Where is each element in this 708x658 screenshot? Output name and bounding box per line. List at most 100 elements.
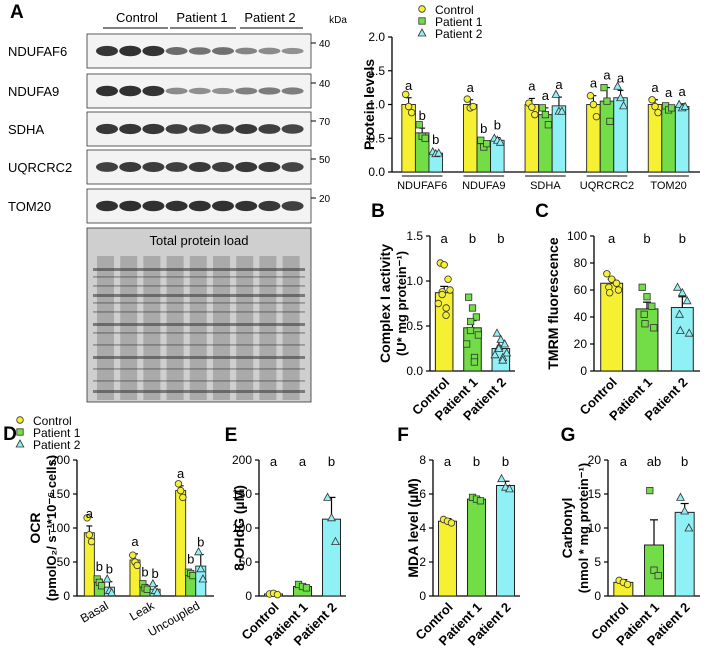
blot-band bbox=[96, 162, 118, 172]
data-point bbox=[198, 574, 208, 583]
blot-band bbox=[119, 85, 142, 97]
gel-lane bbox=[120, 256, 138, 400]
blot-band bbox=[96, 200, 118, 212]
blot-band bbox=[235, 47, 258, 55]
blot-band bbox=[188, 161, 211, 173]
panel-b-y-label-2: (U* mg protein⁻¹) bbox=[394, 251, 409, 356]
blot-band bbox=[212, 200, 234, 212]
blot-band bbox=[235, 200, 258, 212]
data-point bbox=[606, 117, 614, 125]
y-tick-label: 0 bbox=[594, 589, 601, 603]
data-point bbox=[474, 331, 482, 339]
data-point bbox=[470, 358, 478, 366]
data-point bbox=[667, 104, 676, 112]
data-point bbox=[677, 287, 687, 297]
data-point bbox=[273, 590, 282, 599]
data-point bbox=[133, 561, 141, 570]
data-point bbox=[176, 486, 185, 495]
data-point bbox=[496, 334, 506, 343]
data-point bbox=[640, 310, 648, 318]
data-point bbox=[469, 102, 477, 111]
blot-row-label: NDUFAF6 bbox=[8, 44, 67, 59]
significance-letter: b bbox=[473, 454, 480, 469]
data-point bbox=[673, 282, 682, 291]
kda-header: kDa bbox=[329, 15, 347, 26]
y-tick-label: 200 bbox=[50, 453, 70, 467]
gel-band bbox=[93, 368, 305, 370]
y-tick-label: 2.0 bbox=[368, 30, 385, 44]
legend-label: Control bbox=[33, 414, 72, 428]
blot-band bbox=[142, 200, 165, 212]
data-point bbox=[603, 270, 611, 278]
data-point bbox=[675, 309, 684, 318]
data-point bbox=[466, 326, 475, 335]
panel-label-a: A bbox=[10, 2, 24, 23]
data-point bbox=[463, 95, 471, 103]
data-point bbox=[495, 137, 505, 146]
blot-row-label: UQRCRC2 bbox=[8, 160, 72, 175]
kda-value: 20 bbox=[319, 194, 331, 205]
blot-band bbox=[258, 161, 281, 173]
data-point bbox=[557, 106, 567, 115]
panel-b-y-label: Complex I activity bbox=[377, 244, 393, 363]
legend-label: Patient 1 bbox=[33, 426, 81, 440]
blot-band bbox=[258, 47, 281, 55]
gel-lane bbox=[97, 256, 114, 400]
significance-letter: b bbox=[187, 552, 194, 567]
data-point bbox=[648, 302, 656, 310]
data-point bbox=[330, 536, 340, 545]
data-point bbox=[502, 348, 512, 357]
gel-band bbox=[93, 323, 305, 326]
y-tick-label: 15 bbox=[588, 487, 602, 501]
data-point bbox=[680, 506, 690, 515]
gel-band bbox=[93, 390, 305, 393]
legend-label: Patient 1 bbox=[435, 15, 483, 29]
data-point bbox=[492, 328, 502, 337]
data-point bbox=[504, 484, 514, 493]
significance-letter: a bbox=[299, 454, 307, 469]
y-tick-label: 60 bbox=[574, 283, 588, 297]
panel-c-label: C bbox=[535, 201, 549, 222]
blot-band bbox=[212, 124, 234, 134]
significance-letter: a bbox=[467, 80, 475, 95]
blot-band bbox=[142, 45, 165, 57]
blot-group-label: Patient 1 bbox=[176, 10, 227, 25]
blot-band bbox=[142, 85, 165, 97]
gel-band bbox=[93, 302, 305, 304]
blot-band bbox=[281, 162, 304, 172]
significance-letter: b bbox=[681, 454, 688, 469]
y-tick-label: 150 bbox=[50, 487, 70, 501]
blot-band bbox=[119, 161, 142, 173]
gel-lane bbox=[166, 256, 184, 400]
significance-letter: a bbox=[528, 78, 536, 93]
panel-f-label: F bbox=[397, 425, 409, 446]
x-tick-label: NDUFAF6 bbox=[397, 180, 447, 192]
panel-g-y-label: Carbonyl bbox=[559, 498, 575, 559]
blot-band bbox=[258, 124, 281, 134]
significance-letter: b bbox=[480, 121, 487, 136]
y-tick-label: 0 bbox=[63, 589, 70, 603]
data-point bbox=[152, 587, 162, 596]
bar bbox=[467, 498, 486, 597]
gel-lane bbox=[259, 256, 277, 400]
legend-marker bbox=[417, 28, 427, 37]
legend-marker bbox=[16, 428, 24, 436]
blot-band bbox=[258, 87, 281, 95]
legend-label: Control bbox=[435, 3, 474, 17]
blot-band bbox=[235, 87, 258, 95]
y-tick-label: 50 bbox=[57, 555, 71, 569]
data-point bbox=[468, 304, 477, 312]
data-point bbox=[472, 313, 480, 321]
blot-band bbox=[165, 87, 188, 95]
blot-band bbox=[188, 47, 211, 55]
legend-marker bbox=[15, 439, 25, 448]
significance-letter: b bbox=[96, 559, 103, 574]
significance-letter: a bbox=[86, 506, 94, 521]
legend-label: Patient 2 bbox=[33, 438, 81, 452]
data-point bbox=[444, 275, 452, 283]
data-point bbox=[148, 578, 158, 588]
gel-lane bbox=[189, 256, 207, 400]
significance-letter: a bbox=[131, 534, 139, 549]
data-point bbox=[174, 480, 183, 488]
